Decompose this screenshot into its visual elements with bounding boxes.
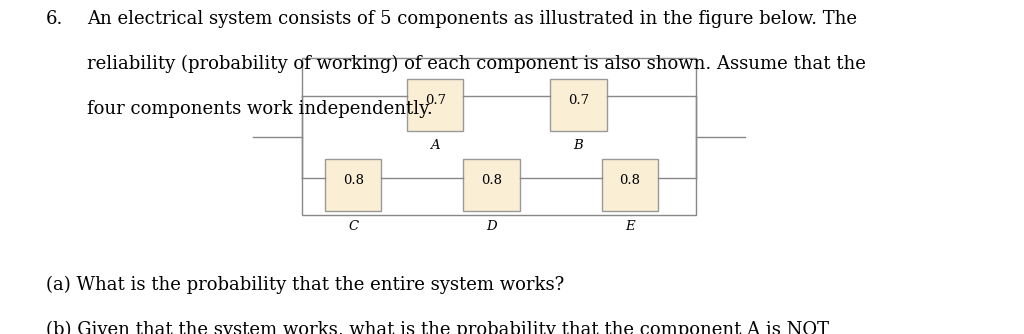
Text: 0.8: 0.8 [343, 174, 364, 187]
Text: 0.7: 0.7 [425, 94, 445, 107]
Text: D: D [486, 220, 497, 232]
Text: reliability (probability of working) of each component is also shown. Assume tha: reliability (probability of working) of … [87, 55, 866, 73]
Text: (b) Given that the system works, what is the probability that the component A is: (b) Given that the system works, what is… [46, 321, 829, 334]
Text: C: C [348, 220, 358, 232]
Text: 0.8: 0.8 [481, 174, 502, 187]
Bar [325, 160, 381, 211]
Bar [407, 79, 463, 131]
Text: B: B [573, 140, 584, 152]
Text: 6.: 6. [46, 10, 63, 28]
Text: 0.8: 0.8 [620, 174, 640, 187]
Text: A: A [430, 140, 440, 152]
Bar [302, 58, 696, 215]
Bar [551, 79, 606, 131]
Bar [602, 160, 658, 211]
Text: 0.7: 0.7 [568, 94, 589, 107]
Bar [463, 160, 519, 211]
Text: four components work independently.: four components work independently. [87, 100, 433, 118]
Text: (a) What is the probability that the entire system works?: (a) What is the probability that the ent… [46, 276, 564, 294]
Text: E: E [625, 220, 635, 232]
Text: An electrical system consists of 5 components as illustrated in the figure below: An electrical system consists of 5 compo… [87, 10, 857, 28]
